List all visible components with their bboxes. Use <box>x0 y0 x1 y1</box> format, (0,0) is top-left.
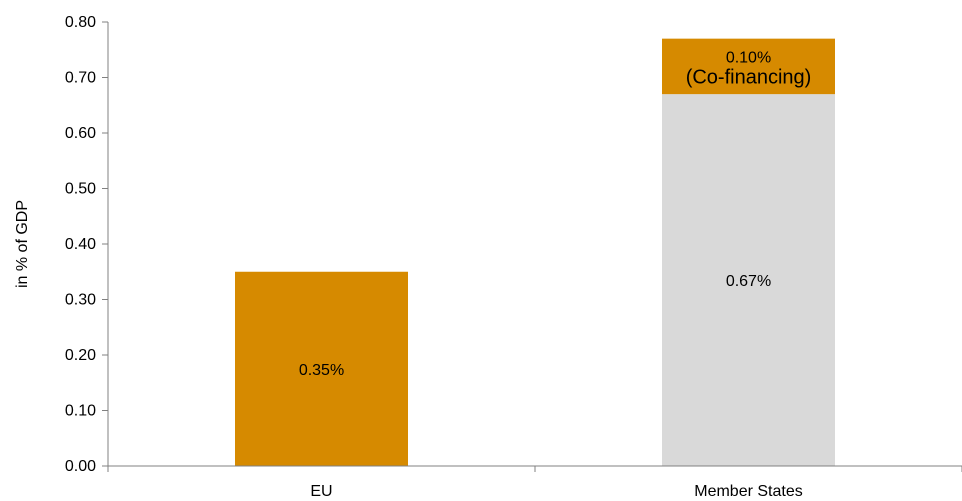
y-axis-ticks: 0.00 0.10 0.20 0.30 0.40 0.50 0.60 0.70 0.80 <box>65 14 108 475</box>
y-tick-label: 0.30 <box>65 292 96 309</box>
x-axis-ticks: EU Member States <box>107 466 962 500</box>
bar-member-states-segment-0 <box>662 94 835 467</box>
bars <box>235 38 835 467</box>
y-tick-label: 0.70 <box>65 70 96 87</box>
data-labels: 0.35% 0.67% 0.10%(Co-financing) <box>299 49 811 378</box>
x-tick-label: EU <box>310 483 332 500</box>
x-tick-label: Member States <box>694 483 802 500</box>
data-label: 0.67% <box>726 273 771 290</box>
y-tick-label: 0.50 <box>65 181 96 198</box>
y-tick-label: 0.10 <box>65 403 96 420</box>
y-axis-label: in % of GDP <box>14 200 31 288</box>
bar-member-states-segment-1 <box>662 38 835 95</box>
data-label-note: (Co-financing) <box>686 66 812 88</box>
y-tick-label: 0.80 <box>65 14 96 31</box>
y-tick-label: 0.60 <box>65 125 96 142</box>
y-tick-label: 0.20 <box>65 347 96 364</box>
data-label: 0.35% <box>299 362 344 379</box>
bar-eu-segment-0 <box>235 271 408 466</box>
y-tick-label: 0.40 <box>65 236 96 253</box>
data-label: 0.10% <box>726 49 771 66</box>
y-tick-label: 0.00 <box>65 458 96 475</box>
